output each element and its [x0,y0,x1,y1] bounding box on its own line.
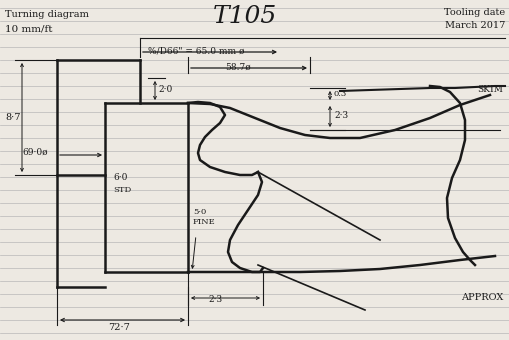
Text: 8·7: 8·7 [5,114,20,122]
Text: 69·0ø: 69·0ø [22,148,47,156]
Text: FINE: FINE [192,218,215,226]
Text: Turning diagram: Turning diagram [5,10,89,19]
Text: 6·0: 6·0 [113,173,127,183]
Text: T105: T105 [212,5,276,28]
Text: 0.3: 0.3 [333,90,347,98]
Text: 72·7: 72·7 [108,323,130,333]
Text: 10 mm/ft: 10 mm/ft [5,24,52,33]
Text: 2·3: 2·3 [208,295,222,305]
Text: 58.7ø: 58.7ø [224,63,250,71]
Text: Tooling date
March 2017: Tooling date March 2017 [443,8,504,30]
Text: 2·0: 2·0 [158,85,172,94]
Text: 2·3: 2·3 [333,112,348,120]
Text: STD: STD [113,186,131,194]
Text: SKIM: SKIM [476,85,502,95]
Text: 5·0: 5·0 [192,208,206,216]
Text: APPROX: APPROX [460,293,502,303]
Text: %/D66" = 65.0 mm ø: %/D66" = 65.0 mm ø [148,47,244,55]
